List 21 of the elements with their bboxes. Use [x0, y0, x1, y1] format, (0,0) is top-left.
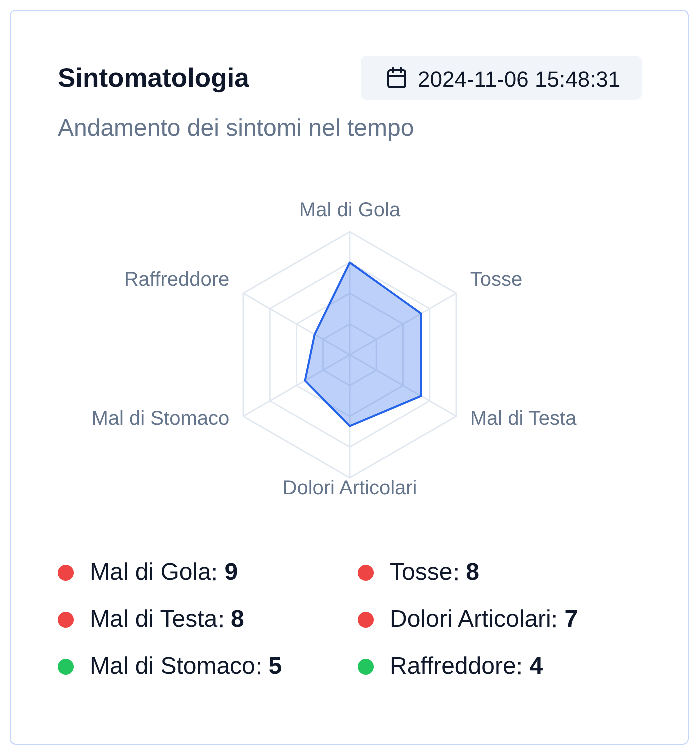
data-label: 5 [268, 652, 282, 682]
category-label: Mal di Stomaco [90, 652, 256, 682]
spoke-label: Tosse [470, 269, 523, 292]
category-label: Tosse [390, 558, 453, 588]
spoke-label: Mal di Stomaco [92, 408, 230, 430]
category-label: Raffreddore [390, 652, 516, 682]
chart-title: Sintomatologia [58, 62, 250, 94]
data-label: 8 [231, 605, 244, 635]
spoke-label: Dolori Articolari [282, 478, 418, 500]
spoke-label: Mal di Gola [299, 200, 402, 222]
chart-subtitle: Andamento dei sintomi nel tempo [58, 114, 414, 144]
category-label: Mal di Gola [90, 558, 212, 588]
spoke-label: Raffreddore [124, 269, 230, 292]
spoke-label: Mal di Testa [470, 408, 578, 430]
text: 2024-11-06 15:48:31 [418, 66, 621, 94]
data-label: 4 [530, 652, 544, 682]
category-label: Dolori Articolari [390, 605, 552, 635]
data-label: 7 [564, 605, 578, 635]
data-label: 8 [466, 558, 480, 588]
data-label: 9 [224, 558, 238, 588]
category-label: Mal di Testa [90, 605, 218, 635]
